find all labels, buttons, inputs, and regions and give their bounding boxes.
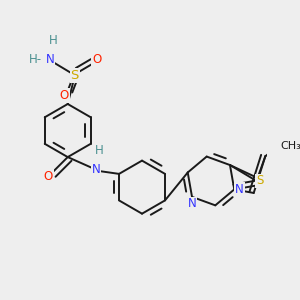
- Text: N: N: [188, 197, 196, 211]
- Text: H: H: [95, 143, 104, 157]
- Text: O: O: [44, 170, 53, 183]
- Text: O: O: [60, 89, 69, 102]
- Text: N: N: [235, 183, 244, 196]
- Text: CH₃: CH₃: [280, 141, 300, 151]
- Text: N: N: [92, 163, 100, 176]
- Text: S: S: [70, 69, 79, 82]
- Text: N: N: [46, 53, 54, 66]
- Text: H-: H-: [28, 53, 42, 66]
- Text: S: S: [256, 175, 264, 188]
- Text: H: H: [49, 34, 58, 47]
- Text: O: O: [92, 53, 101, 66]
